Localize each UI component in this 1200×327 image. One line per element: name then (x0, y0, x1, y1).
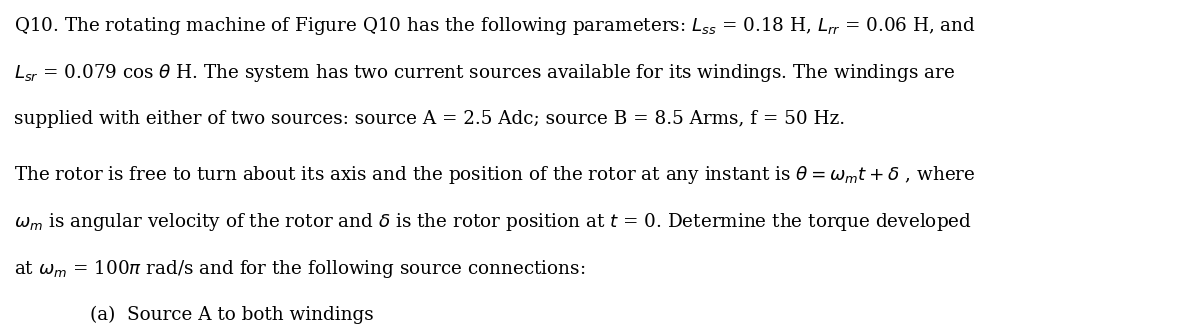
Text: The rotor is free to turn about its axis and the position of the rotor at any in: The rotor is free to turn about its axis… (14, 164, 976, 185)
Text: supplied with either of two sources: source A = 2.5 Adc; source B = 8.5 Arms, f : supplied with either of two sources: sou… (14, 110, 846, 128)
Text: $L_{sr}$ = 0.079 cos $\theta$ H. The system has two current sources available fo: $L_{sr}$ = 0.079 cos $\theta$ H. The sys… (14, 62, 955, 84)
Text: (a)  Source A to both windings: (a) Source A to both windings (90, 306, 373, 324)
Text: $\omega_m$ is angular velocity of the rotor and $\delta$ is the rotor position a: $\omega_m$ is angular velocity of the ro… (14, 211, 972, 233)
Text: Q10. The rotating machine of Figure Q10 has the following parameters: $L_{ss}$ =: Q10. The rotating machine of Figure Q10 … (14, 15, 977, 37)
Text: at $\omega_m$ = 100$\pi$ rad/s and for the following source connections:: at $\omega_m$ = 100$\pi$ rad/s and for t… (14, 258, 586, 280)
